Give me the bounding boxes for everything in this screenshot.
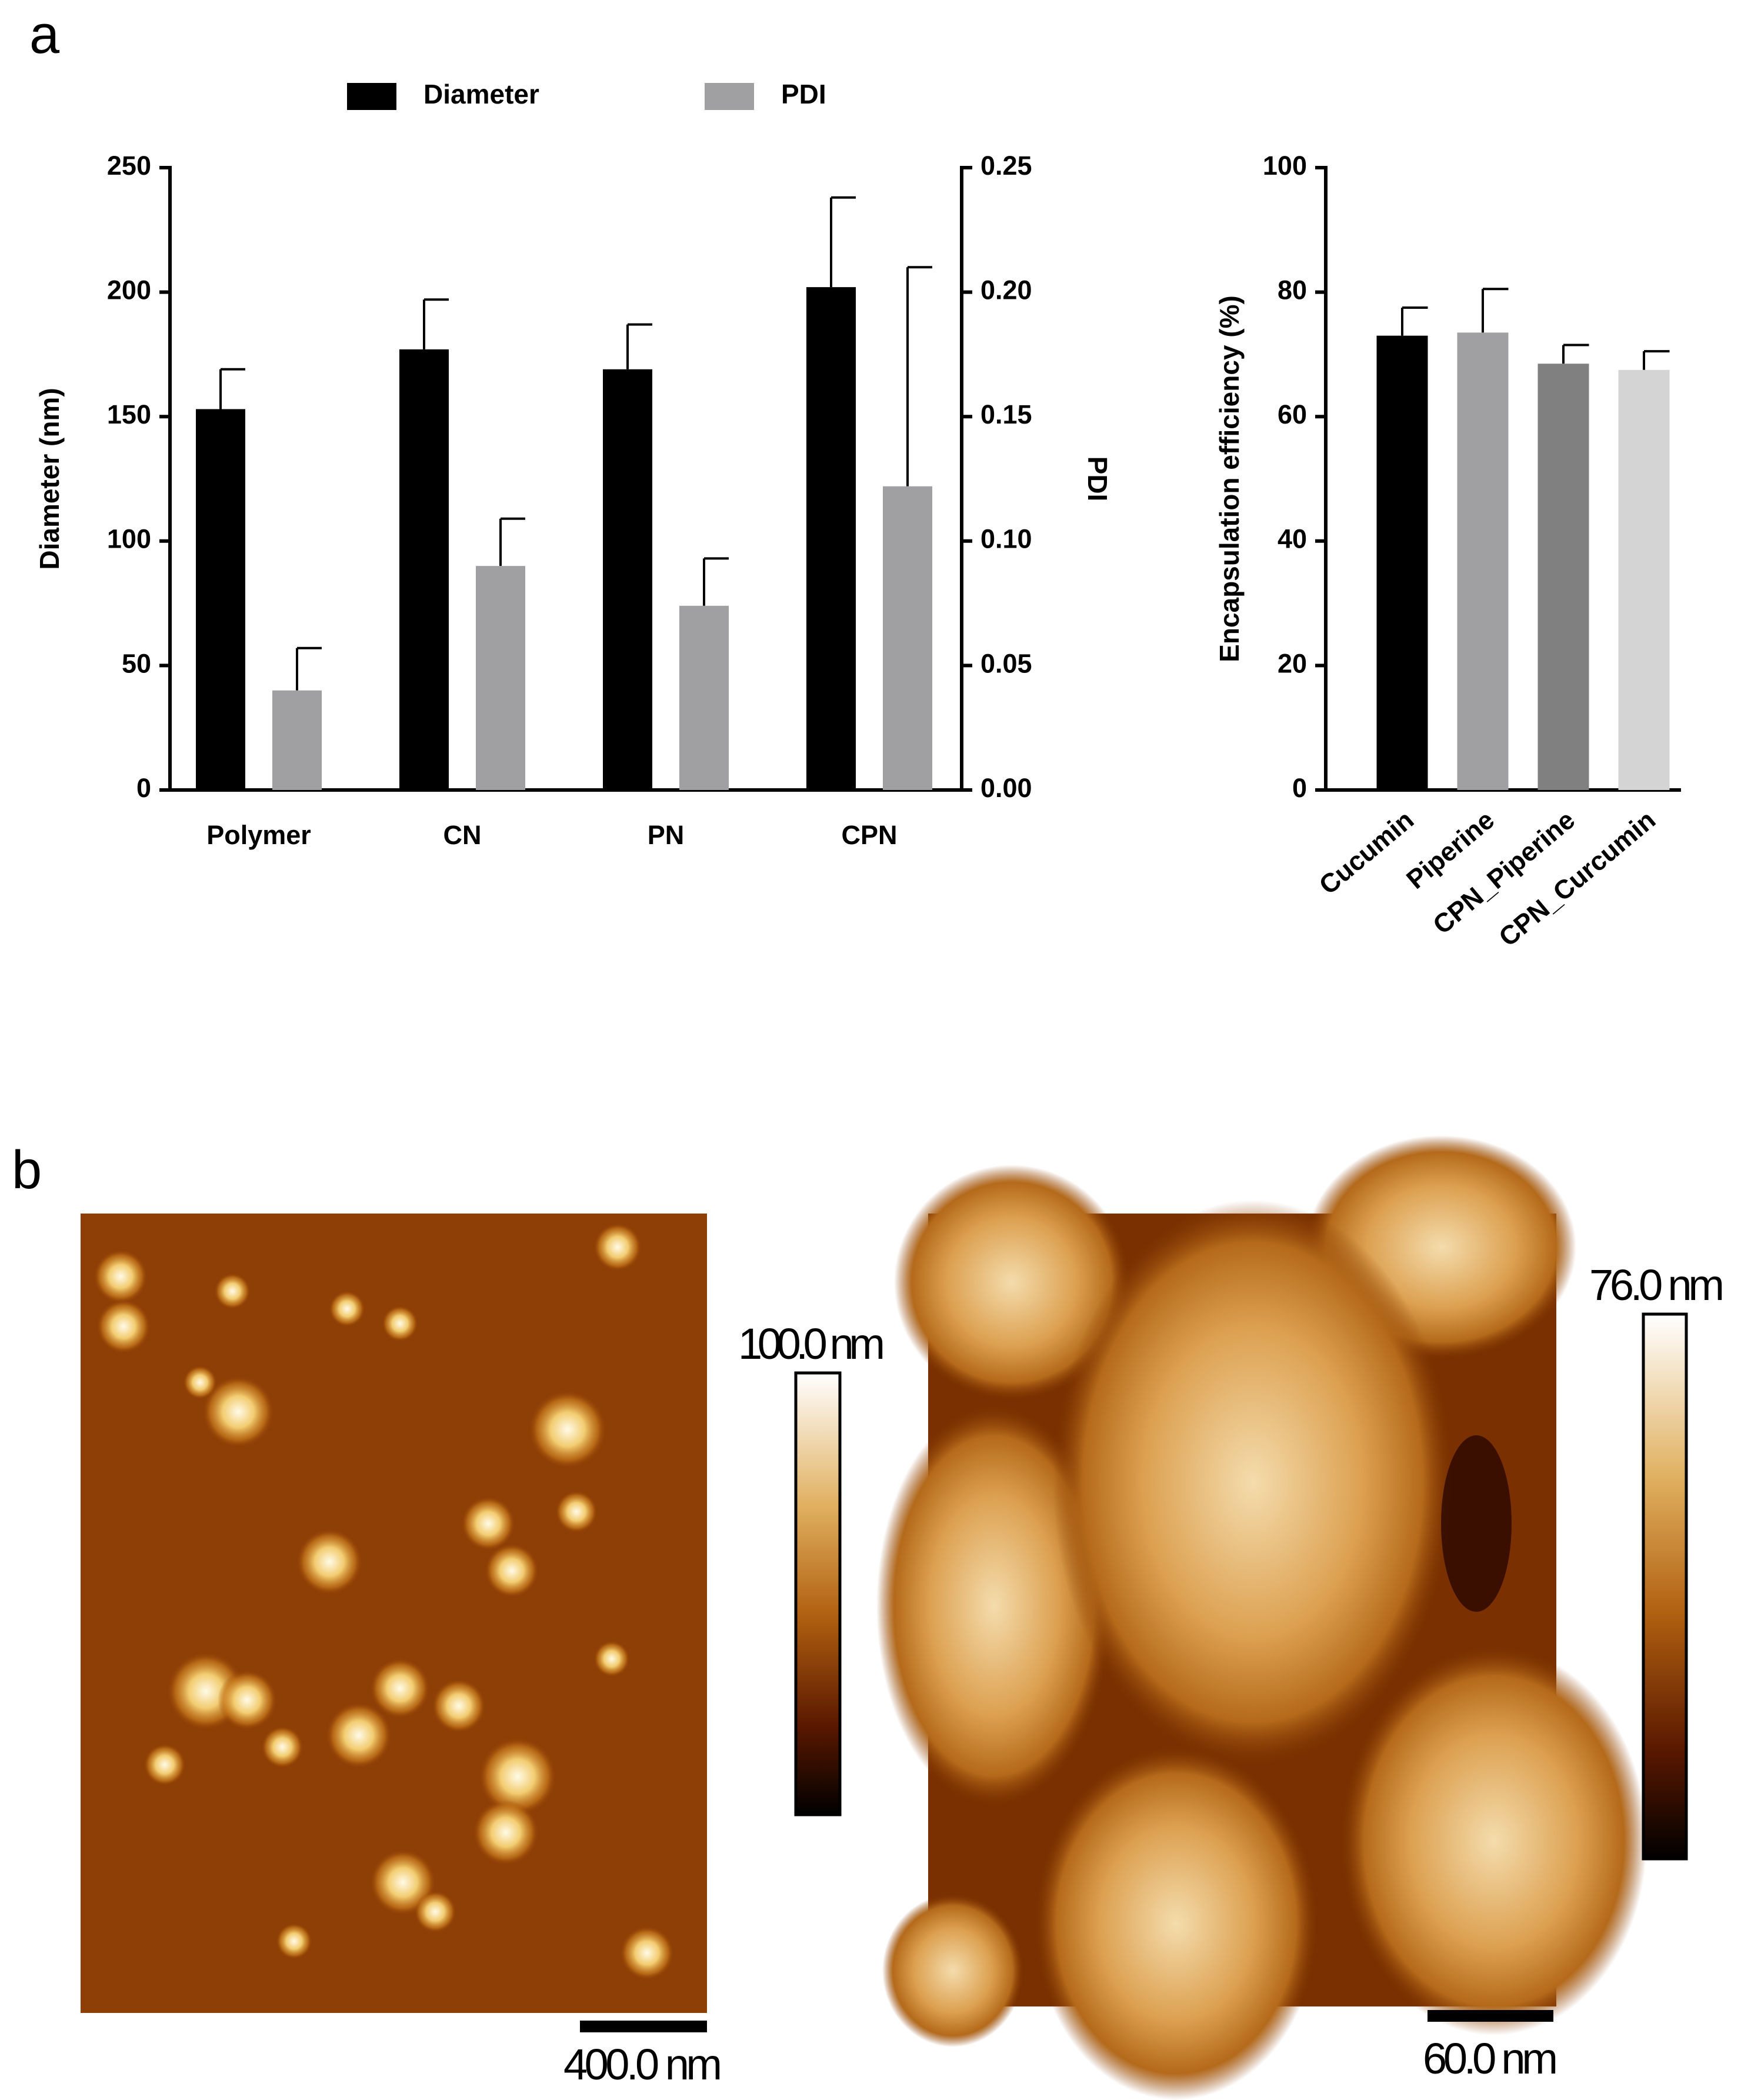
bar [806, 287, 856, 790]
legend-swatch [705, 83, 754, 110]
y-tick-label: 0 [136, 773, 151, 803]
bar [476, 566, 525, 790]
afm-image [81, 1214, 707, 2013]
bar [1618, 369, 1670, 790]
y2-tick-label: 0.00 [980, 773, 1032, 803]
y-tick-label: 80 [1278, 275, 1307, 305]
y2-tick-label: 0.05 [980, 648, 1032, 678]
panel-label: b [12, 1140, 42, 1200]
panel-label: a [29, 5, 60, 65]
y-tick-label: 50 [122, 648, 151, 678]
y-tick-label: 150 [107, 399, 151, 429]
y-tick-label: 20 [1278, 648, 1307, 678]
color-scale-label: 100.0 nm [738, 1319, 885, 1368]
bar [272, 690, 322, 790]
legend-swatch [347, 83, 396, 110]
y-axis-title: Encapsulation efficiency (%) [1214, 295, 1245, 662]
bar [679, 605, 729, 790]
color-scale [1642, 1312, 1688, 1861]
x-tick-label: CN [443, 820, 482, 850]
afm-image [876, 1135, 1647, 2100]
x-tick-label: CPN [841, 820, 897, 850]
y-tick-label: 40 [1278, 524, 1307, 554]
y-tick-label: 200 [107, 275, 151, 305]
y-axis-title: Diameter (nm) [34, 388, 65, 569]
y2-tick-label: 0.25 [980, 151, 1032, 181]
bar [1376, 335, 1428, 790]
x-tick-label: PN [648, 820, 685, 850]
y-tick-label: 250 [107, 151, 151, 181]
scale-bar-label: 60.0 nm [1423, 2034, 1558, 2083]
bar [883, 486, 932, 790]
scale-bar-label: 400.0 nm [563, 2040, 722, 2089]
bar [196, 409, 245, 790]
color-scale-label: 76.0 nm [1589, 1261, 1725, 1309]
x-tick-label: Polymer [206, 820, 311, 850]
y-tick-label: 60 [1278, 399, 1307, 429]
y2-axis-title: PDI [1082, 456, 1113, 502]
x-tick-label: Cucumin [1313, 805, 1419, 901]
legend-label: Diameter [423, 79, 539, 109]
bar [603, 369, 652, 790]
y-tick-label: 100 [1263, 151, 1307, 181]
bar [1537, 364, 1589, 790]
y2-tick-label: 0.15 [980, 399, 1032, 429]
y-tick-label: 100 [107, 524, 151, 554]
legend-label: PDI [781, 79, 826, 109]
y2-tick-label: 0.20 [980, 275, 1032, 305]
y-tick-label: 0 [1292, 773, 1307, 803]
bar [399, 349, 449, 790]
bar [1457, 332, 1509, 790]
color-scale [794, 1371, 842, 1816]
y2-tick-label: 0.10 [980, 524, 1032, 554]
